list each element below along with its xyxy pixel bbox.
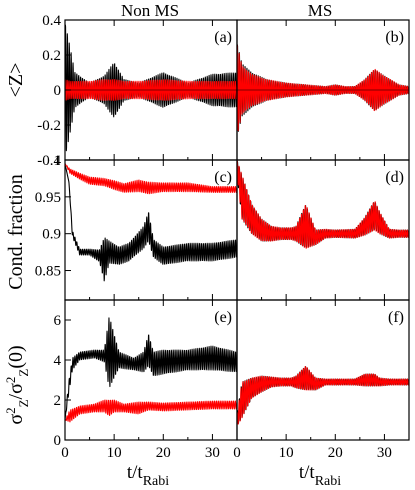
- x-tick-label: 30: [377, 445, 392, 461]
- plot-area: [237, 44, 409, 132]
- x-tick-label: 20: [156, 445, 171, 461]
- series-line-red: [65, 163, 237, 195]
- x-tick-label: 0: [233, 445, 241, 461]
- panel-frame: [236, 299, 410, 441]
- y-tick-label: 0: [54, 433, 62, 449]
- y-tick-label: 6: [54, 313, 62, 329]
- x-tick-label: 10: [107, 445, 122, 461]
- series-line-red: [65, 79, 237, 101]
- panel-f: 0 10 20 30 (f): [233, 299, 410, 461]
- y-tick-label: 1: [54, 153, 62, 169]
- panel-label: (b): [385, 29, 404, 46]
- panel-label: (f): [388, 309, 404, 326]
- panel-a: -0.4 -0.2 0 0.2 0.4 (a): [37, 13, 238, 169]
- plot-area: [65, 163, 237, 282]
- series-line-red: [237, 160, 409, 249]
- series-line-red: [237, 366, 409, 425]
- y-axis-label-z: <Z>: [5, 63, 27, 98]
- panel-d: (d): [236, 159, 410, 301]
- panel-c: 0.85 0.9 0.95 1 (c): [35, 153, 238, 301]
- y-tick-label: 2: [54, 393, 62, 409]
- panels: -0.4 -0.2 0 0.2 0.4 (a) (b) 0.85 0.9 0.95 1 (c) (d) 0…: [35, 13, 410, 461]
- panel-label: (d): [385, 169, 404, 186]
- x-axis-label-left: t/tRabi: [127, 462, 169, 489]
- series-line-black: [65, 163, 237, 282]
- x-tick-label: 0: [61, 445, 69, 461]
- series-line-red: [237, 44, 409, 132]
- column-title-ms: MS: [308, 1, 333, 20]
- x-axis-label-right: t/tRabi: [299, 462, 341, 489]
- x-tick-label: 10: [279, 445, 294, 461]
- y-tick-label: -0.4: [37, 153, 61, 169]
- y-tick-label: 0.85: [35, 264, 61, 280]
- column-title-non-ms: Non MS: [121, 1, 179, 20]
- y-tick-label: 0.4: [42, 13, 61, 29]
- svg-text:σ2Z/σ2Z(0): σ2Z/σ2Z(0): [3, 345, 32, 424]
- panel-label: (e): [214, 309, 232, 326]
- panel-label: (a): [214, 29, 232, 46]
- y-tick-label: 0.95: [35, 190, 61, 206]
- plot-area: [65, 317, 237, 423]
- plot-area: [65, 24, 237, 152]
- series-line-black: [237, 366, 409, 425]
- series-line-red: [65, 399, 237, 423]
- y-tick-label: 0: [54, 83, 62, 99]
- y-tick-label: 4: [54, 353, 62, 369]
- panel-label: (c): [214, 169, 232, 186]
- x-tick-label: 30: [205, 445, 220, 461]
- series-line-black: [65, 317, 237, 421]
- y-tick-label: 0.2: [42, 48, 61, 64]
- y-axis-label-variance: σ2Z/σ2Z(0): [3, 345, 32, 424]
- y-tick-label: -0.2: [37, 118, 61, 134]
- y-axis-label-cond-fraction: Cond. fraction: [5, 174, 27, 290]
- plot-area: [237, 160, 409, 249]
- plot-area: [237, 366, 409, 425]
- panel-e: 0 10 20 30 0 2 4 6 (e): [54, 299, 238, 461]
- y-tick-label: 0.9: [42, 227, 61, 243]
- panel-b: (b): [236, 19, 410, 161]
- x-tick-label: 20: [328, 445, 343, 461]
